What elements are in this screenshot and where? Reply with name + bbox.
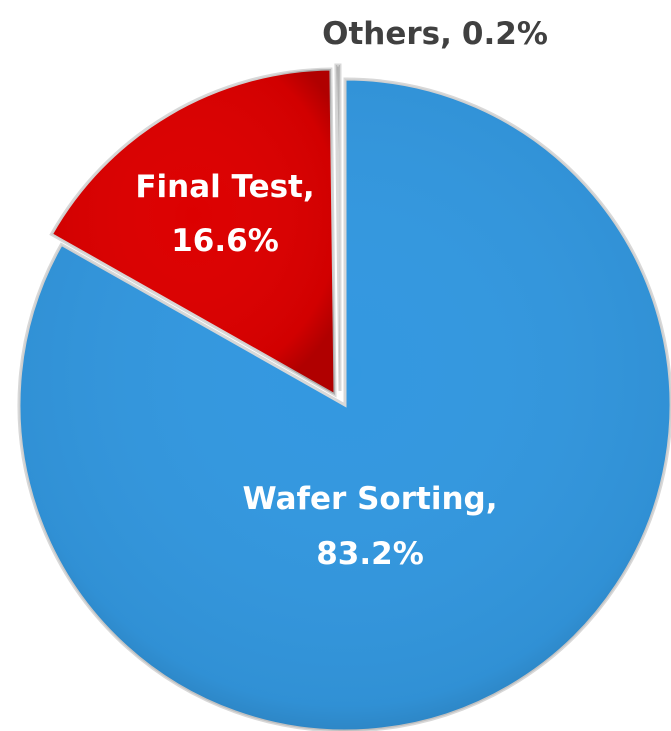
data-label: Final Test, 16.6% (135, 169, 314, 259)
label-category: Others (322, 16, 440, 52)
slice-shade (51, 69, 335, 395)
label-separator: , (303, 169, 315, 205)
data-label: Wafer Sorting, 83.2% (243, 481, 498, 572)
label-value: 0.2% (462, 16, 548, 52)
slice-shade (335, 65, 340, 391)
label-category: Final Test (135, 169, 303, 205)
label-category: Wafer Sorting (243, 481, 486, 517)
slice-shade (19, 79, 671, 731)
data-label: Others, 0.2% (322, 16, 548, 52)
label-value: 16.6% (171, 223, 279, 259)
label-value: 83.2% (316, 536, 424, 572)
label-separator: , (440, 16, 452, 52)
label-separator: , (486, 481, 498, 517)
